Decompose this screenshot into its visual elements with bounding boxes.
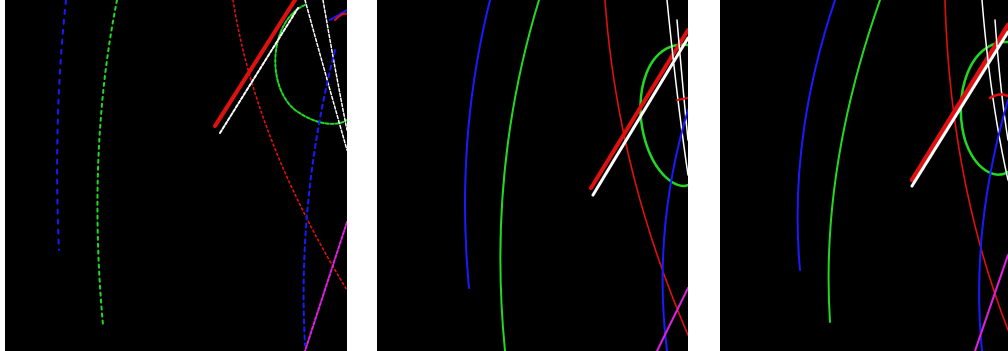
blue-arc-2 <box>661 109 688 351</box>
red-arc <box>944 0 1008 331</box>
panel-3-canvas <box>796 0 1008 351</box>
blue-corner <box>329 9 347 21</box>
magenta-line <box>304 221 347 351</box>
blue-arc-2 <box>978 99 1008 351</box>
red-hook <box>676 97 688 101</box>
red-corner <box>334 12 347 21</box>
white-arc-1 <box>304 0 347 151</box>
white-line <box>219 7 299 134</box>
white-arc-2 <box>322 0 347 131</box>
blue-arc <box>796 0 836 271</box>
blue-arc <box>56 0 67 251</box>
green-arc <box>96 0 118 326</box>
red-line <box>589 28 688 190</box>
magenta-line <box>974 254 1008 351</box>
panel-1 <box>5 0 347 351</box>
white-line <box>910 30 1008 188</box>
red-hook <box>988 93 1008 100</box>
green-circle <box>274 4 347 125</box>
panel-2-canvas <box>464 0 688 351</box>
red-arc <box>604 0 688 336</box>
white-arc-2 <box>994 19 1008 141</box>
panel-3 <box>720 0 1008 351</box>
blue-arc-2 <box>302 49 336 346</box>
panel-2 <box>377 0 688 351</box>
white-arc-1 <box>666 0 688 176</box>
panel-1-canvas <box>56 0 347 351</box>
green-circle <box>639 43 688 188</box>
white-line <box>591 36 688 197</box>
red-line <box>909 22 1008 183</box>
green-arc <box>499 0 540 351</box>
white-arc-2 <box>676 19 688 141</box>
magenta-line <box>656 287 688 351</box>
green-arc <box>827 0 881 323</box>
red-line <box>213 0 297 128</box>
green-circle <box>959 40 1008 176</box>
red-arc <box>232 0 347 291</box>
white-arc-1 <box>981 0 1008 181</box>
blue-arc <box>464 0 491 289</box>
